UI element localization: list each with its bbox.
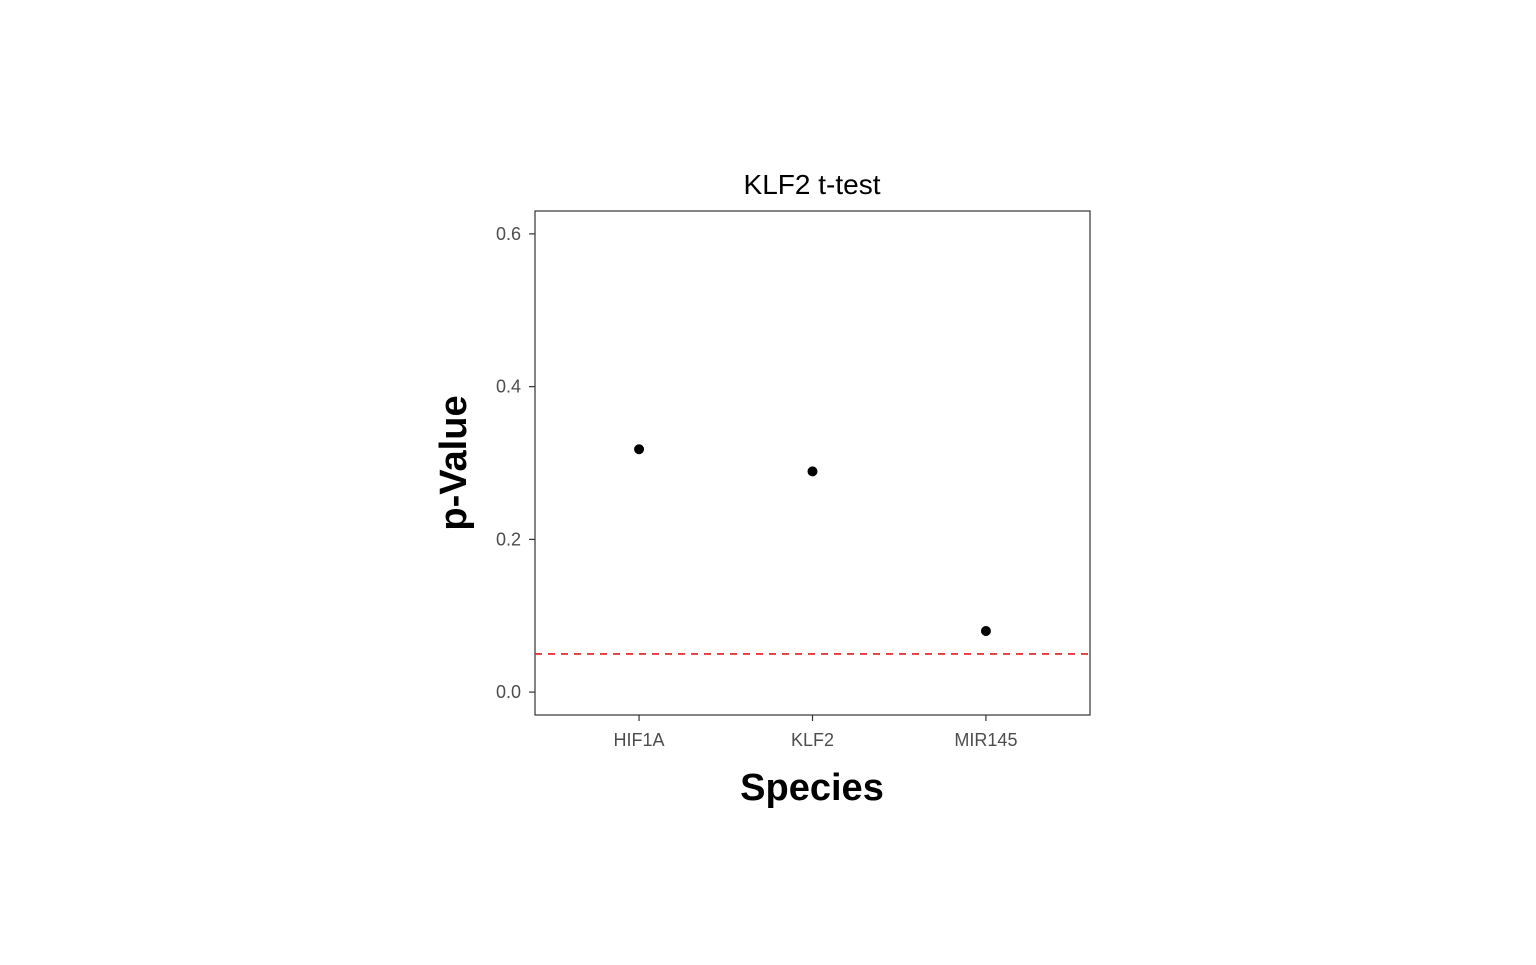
panel-border <box>534 210 1091 716</box>
y-tick-label: 0.6 <box>496 224 521 244</box>
y-tick-label: 0.2 <box>496 529 521 549</box>
y-tick-label: 0.0 <box>496 682 521 702</box>
x-axis-title: Species <box>740 767 884 809</box>
data-point-mir145 <box>980 626 991 636</box>
data-point-hif1a <box>634 444 645 455</box>
x-tick-label: HIF1A <box>614 730 665 750</box>
y-tick-label: 0.4 <box>496 377 521 397</box>
plot-area: 0.0 0.2 0.4 0.6 HIF1A KLF2 MIR145 <box>496 210 1091 750</box>
x-tick-label: MIR145 <box>954 730 1017 750</box>
data-point-klf2 <box>807 466 818 477</box>
chart-title: KLF2 t-test <box>744 169 881 200</box>
x-tick-label: KLF2 <box>791 730 834 750</box>
y-axis-title: p-Value <box>433 395 475 530</box>
